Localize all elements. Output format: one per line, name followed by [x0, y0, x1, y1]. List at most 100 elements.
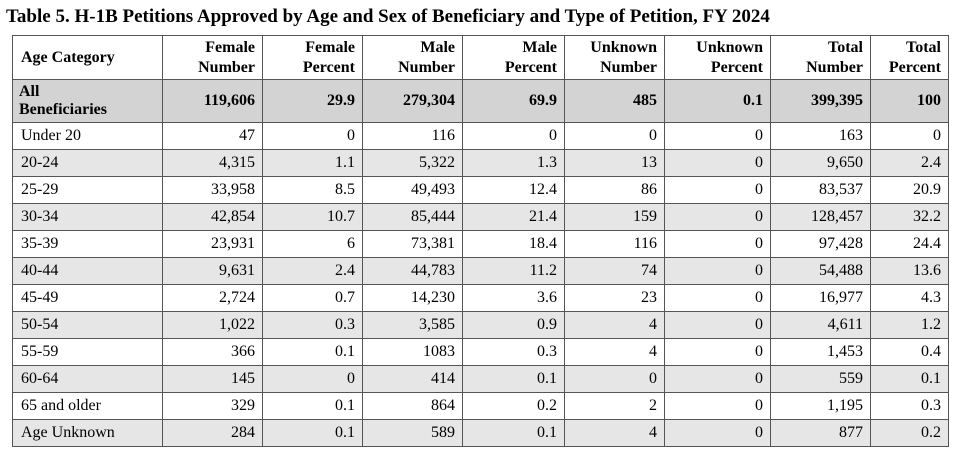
cell: 116 — [362, 122, 463, 150]
table-row: 25-29 33,958 8.5 49,493 12.4 86 0 83,537 20.9 — [12, 176, 949, 204]
row-label: 45-49 — [12, 284, 163, 312]
header-male-number: Male Number — [362, 35, 463, 80]
cell: 69.9 — [462, 79, 565, 123]
cell: 21.4 — [462, 203, 565, 231]
row-label: 20-24 — [12, 149, 163, 177]
cell: 119,606 — [162, 79, 263, 123]
cell: 13.6 — [870, 257, 949, 285]
cell: 0 — [664, 257, 771, 285]
cell: 414 — [362, 365, 463, 393]
cell: 0 — [870, 122, 949, 150]
cell: 0.1 — [462, 365, 565, 393]
cell: 85,444 — [362, 203, 463, 231]
cell: 14,230 — [362, 284, 463, 312]
cell: 97,428 — [770, 230, 871, 258]
table-row: Age Unknown 284 0.1 589 0.1 4 0 877 0.2 — [12, 419, 949, 447]
table-row: 40-44 9,631 2.4 44,783 11.2 74 0 54,488 13.6 — [12, 257, 949, 285]
cell: 100 — [870, 79, 949, 123]
cell: 1083 — [362, 338, 463, 366]
cell: 279,304 — [362, 79, 463, 123]
cell: 33,958 — [162, 176, 263, 204]
table-row: Under 20 47 0 116 0 0 0 163 0 — [12, 122, 949, 150]
cell: 8.5 — [262, 176, 363, 204]
row-label: All Beneficiaries — [12, 79, 163, 123]
header-row: Age Category Female Number Female Percent … — [12, 35, 949, 80]
cell: 0 — [664, 176, 771, 204]
row-label: 30-34 — [12, 203, 163, 231]
cell: 10.7 — [262, 203, 363, 231]
cell: 329 — [162, 392, 263, 420]
cell: 0.7 — [262, 284, 363, 312]
cell: 24.4 — [870, 230, 949, 258]
cell: 23 — [564, 284, 665, 312]
row-label: 65 and older — [12, 392, 163, 420]
header-female-percent: Female Percent — [262, 35, 363, 80]
row-label: 35-39 — [12, 230, 163, 258]
cell: 1,453 — [770, 338, 871, 366]
cell: 0 — [262, 365, 363, 393]
header-total-number: Total Number — [770, 35, 871, 80]
cell: 16,977 — [770, 284, 871, 312]
cell: 0.2 — [870, 419, 949, 447]
cell: 4 — [564, 419, 665, 447]
table-row: 30-34 42,854 10.7 85,444 21.4 159 0 128,457 32.2 — [12, 203, 949, 231]
table-row: 60-64 145 0 414 0.1 0 0 559 0.1 — [12, 365, 949, 393]
cell: 3,585 — [362, 311, 463, 339]
cell: 399,395 — [770, 79, 871, 123]
cell: 0 — [664, 149, 771, 177]
cell: 1.1 — [262, 149, 363, 177]
cell: 0 — [564, 122, 665, 150]
cell: 0.1 — [664, 79, 771, 123]
cell: 877 — [770, 419, 871, 447]
cell: 29.9 — [262, 79, 363, 123]
cell: 0 — [262, 122, 363, 150]
row-label: 50-54 — [12, 311, 163, 339]
table-title: Table 5. H-1B Petitions Approved by Age … — [6, 6, 770, 27]
cell: 4.3 — [870, 284, 949, 312]
cell: 4,315 — [162, 149, 263, 177]
cell: 0.1 — [262, 338, 363, 366]
cell: 116 — [564, 230, 665, 258]
row-label: 25-29 — [12, 176, 163, 204]
cell: 0 — [664, 284, 771, 312]
cell: 44,783 — [362, 257, 463, 285]
cell: 2 — [564, 392, 665, 420]
cell: 0 — [664, 311, 771, 339]
cell: 4,611 — [770, 311, 871, 339]
header-total-percent: Total Percent — [870, 35, 949, 80]
cell: 589 — [362, 419, 463, 447]
cell: 0.1 — [870, 365, 949, 393]
cell: 2,724 — [162, 284, 263, 312]
header-female-number: Female Number — [162, 35, 263, 80]
cell: 3.6 — [462, 284, 565, 312]
cell: 0.1 — [262, 392, 363, 420]
row-label: 60-64 — [12, 365, 163, 393]
cell: 0.1 — [262, 419, 363, 447]
row-label: 40-44 — [12, 257, 163, 285]
cell: 0.3 — [870, 392, 949, 420]
table-row: 55-59 366 0.1 1083 0.3 4 0 1,453 0.4 — [12, 338, 949, 366]
cell: 485 — [564, 79, 665, 123]
cell: 284 — [162, 419, 263, 447]
table-row: 45-49 2,724 0.7 14,230 3.6 23 0 16,977 4.3 — [12, 284, 949, 312]
table-row: 35-39 23,931 6 73,381 18.4 116 0 97,428 24.4 — [12, 230, 949, 258]
cell: 1,022 — [162, 311, 263, 339]
cell: 5,322 — [362, 149, 463, 177]
cell: 1,195 — [770, 392, 871, 420]
table-row: 50-54 1,022 0.3 3,585 0.9 4 0 4,611 1.2 — [12, 311, 949, 339]
cell: 18.4 — [462, 230, 565, 258]
cell: 54,488 — [770, 257, 871, 285]
table-row: 65 and older 329 0.1 864 0.2 2 0 1,195 0.3 — [12, 392, 949, 420]
cell: 47 — [162, 122, 263, 150]
cell: 0.9 — [462, 311, 565, 339]
cell: 559 — [770, 365, 871, 393]
cell: 0 — [664, 230, 771, 258]
data-table: Age Category Female Number Female Percent … — [12, 35, 949, 447]
cell: 32.2 — [870, 203, 949, 231]
cell: 20.9 — [870, 176, 949, 204]
header-male-percent: Male Percent — [462, 35, 565, 80]
cell: 0 — [664, 365, 771, 393]
cell: 42,854 — [162, 203, 263, 231]
row-label: Age Unknown — [12, 419, 163, 447]
